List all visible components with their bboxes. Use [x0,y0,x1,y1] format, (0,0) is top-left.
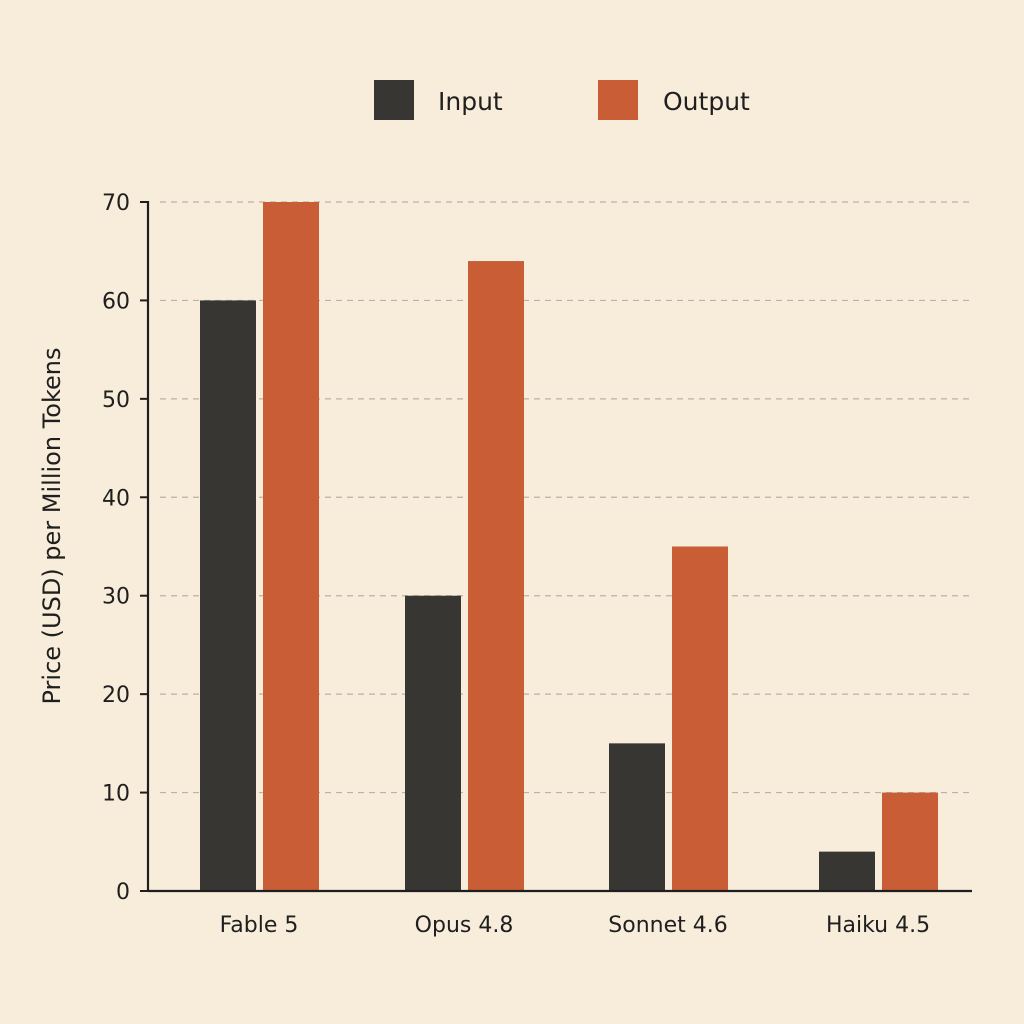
bar-input-opus-4-8 [405,595,461,891]
y-axis-ticks: 0 10 20 30 40 50 60 70 [102,191,148,905]
y-tick-label-10: 10 [102,782,130,807]
bar-output-fable-5 [263,202,319,891]
bar-output-sonnet-4-6 [672,546,728,891]
y-tick-label-30: 30 [102,585,130,610]
legend: Input Output [374,80,750,120]
legend-label-output: Output [663,87,750,116]
x-tick-label-haiku-4-5: Haiku 4.5 [826,913,930,938]
y-axis-title: Price (USD) per Million Tokens [38,348,66,705]
legend-swatch-input [374,80,414,120]
bar-output-haiku-4-5 [882,792,938,891]
y-tick-label-60: 60 [102,289,130,314]
x-tick-label-fable-5: Fable 5 [220,913,299,938]
x-axis-labels: Fable 5 Opus 4.8 Sonnet 4.6 Haiku 4.5 [220,913,930,938]
legend-swatch-output [598,80,638,120]
y-tick-label-70: 70 [102,191,130,216]
legend-label-input: Input [438,87,503,116]
bar-input-haiku-4-5 [819,851,875,891]
x-tick-label-opus-4-8: Opus 4.8 [415,913,514,938]
bars [200,202,938,891]
y-tick-label-50: 50 [102,388,130,413]
y-tick-label-0: 0 [116,880,130,905]
y-tick-label-20: 20 [102,683,130,708]
x-tick-label-sonnet-4-6: Sonnet 4.6 [608,913,727,938]
bar-input-fable-5 [200,300,256,891]
bar-output-opus-4-8 [468,261,524,891]
axes [146,201,972,893]
y-tick-label-40: 40 [102,486,130,511]
bar-input-sonnet-4-6 [609,743,665,891]
